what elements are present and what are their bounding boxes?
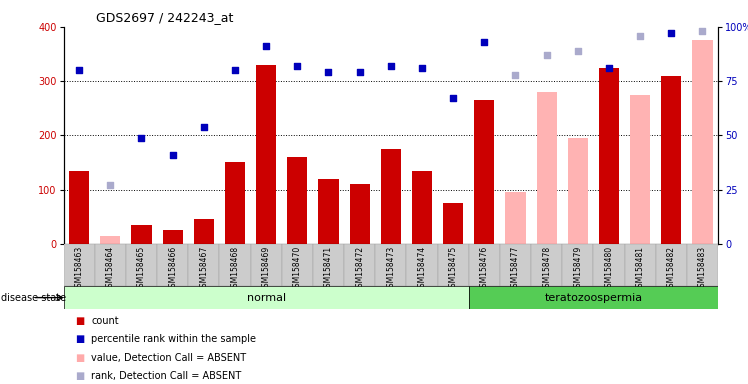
Bar: [256, 65, 276, 244]
Bar: [344, 244, 375, 286]
Bar: [469, 244, 500, 286]
Point: [696, 28, 708, 34]
Point: [384, 63, 396, 69]
Bar: [100, 236, 120, 244]
Text: GSM158482: GSM158482: [666, 246, 676, 292]
Bar: [194, 219, 214, 244]
Point: [416, 65, 428, 71]
Bar: [69, 170, 89, 244]
Bar: [319, 179, 339, 244]
Bar: [438, 244, 469, 286]
Bar: [95, 244, 126, 286]
Bar: [656, 244, 687, 286]
Bar: [64, 286, 469, 309]
Point: [167, 152, 179, 158]
Point: [541, 52, 553, 58]
Text: rank, Detection Call = ABSENT: rank, Detection Call = ABSENT: [91, 371, 242, 381]
Bar: [630, 95, 650, 244]
Text: normal: normal: [247, 293, 286, 303]
Bar: [375, 244, 406, 286]
Point: [322, 70, 334, 76]
Text: value, Detection Call = ABSENT: value, Detection Call = ABSENT: [91, 353, 246, 362]
Text: percentile rank within the sample: percentile rank within the sample: [91, 334, 257, 344]
Text: GSM158479: GSM158479: [573, 246, 583, 292]
Text: GSM158464: GSM158464: [105, 246, 115, 292]
Bar: [406, 244, 438, 286]
Point: [354, 70, 366, 76]
Point: [260, 43, 272, 50]
Bar: [132, 225, 152, 244]
Point: [478, 39, 490, 45]
Point: [447, 95, 459, 101]
Text: GSM158465: GSM158465: [137, 246, 146, 292]
Bar: [381, 149, 401, 244]
Bar: [568, 138, 588, 244]
Bar: [412, 170, 432, 244]
Bar: [687, 244, 718, 286]
Text: GSM158470: GSM158470: [292, 246, 302, 292]
Bar: [64, 244, 95, 286]
Text: disease state: disease state: [1, 293, 67, 303]
Text: GSM158471: GSM158471: [324, 246, 333, 292]
Text: GSM158474: GSM158474: [417, 246, 426, 292]
Point: [571, 48, 583, 54]
Point: [665, 30, 677, 36]
Text: ■: ■: [75, 353, 84, 362]
Text: ■: ■: [75, 371, 84, 381]
Text: GSM158463: GSM158463: [75, 246, 84, 292]
Point: [73, 67, 85, 73]
Text: GSM158468: GSM158468: [230, 246, 239, 292]
Point: [135, 134, 147, 141]
Bar: [443, 203, 463, 244]
Text: GSM158476: GSM158476: [479, 246, 489, 292]
Text: GDS2697 / 242243_at: GDS2697 / 242243_at: [96, 11, 233, 24]
Bar: [162, 230, 183, 244]
Bar: [251, 244, 282, 286]
Point: [634, 33, 646, 39]
Bar: [625, 244, 656, 286]
Point: [229, 67, 241, 73]
Text: ■: ■: [75, 334, 84, 344]
Bar: [531, 244, 562, 286]
Bar: [506, 192, 526, 244]
Point: [603, 65, 615, 71]
Bar: [593, 244, 625, 286]
Text: count: count: [91, 316, 119, 326]
Bar: [188, 244, 219, 286]
Text: GSM158467: GSM158467: [199, 246, 209, 292]
Bar: [225, 162, 245, 244]
Text: GSM158478: GSM158478: [542, 246, 551, 292]
Point: [509, 71, 521, 78]
Text: GSM158483: GSM158483: [698, 246, 707, 292]
Text: GSM158472: GSM158472: [355, 246, 364, 292]
Point: [291, 63, 303, 69]
Text: GSM158481: GSM158481: [636, 246, 645, 292]
Bar: [474, 100, 494, 244]
Bar: [349, 184, 370, 244]
Bar: [693, 40, 713, 244]
Text: GSM158477: GSM158477: [511, 246, 520, 292]
Text: GSM158466: GSM158466: [168, 246, 177, 292]
Bar: [287, 157, 307, 244]
Bar: [126, 244, 157, 286]
Bar: [219, 244, 251, 286]
Bar: [157, 244, 188, 286]
Bar: [661, 76, 681, 244]
Text: ■: ■: [75, 316, 84, 326]
Bar: [562, 244, 593, 286]
Bar: [313, 244, 344, 286]
Point: [197, 124, 209, 130]
Bar: [536, 92, 557, 244]
Text: GSM158469: GSM158469: [262, 246, 271, 292]
Text: teratozoospermia: teratozoospermia: [545, 293, 643, 303]
Text: GSM158475: GSM158475: [449, 246, 458, 292]
Point: [104, 182, 116, 188]
Bar: [469, 286, 718, 309]
Bar: [599, 68, 619, 244]
Text: GSM158473: GSM158473: [386, 246, 396, 292]
Text: GSM158480: GSM158480: [604, 246, 613, 292]
Bar: [282, 244, 313, 286]
Bar: [500, 244, 531, 286]
